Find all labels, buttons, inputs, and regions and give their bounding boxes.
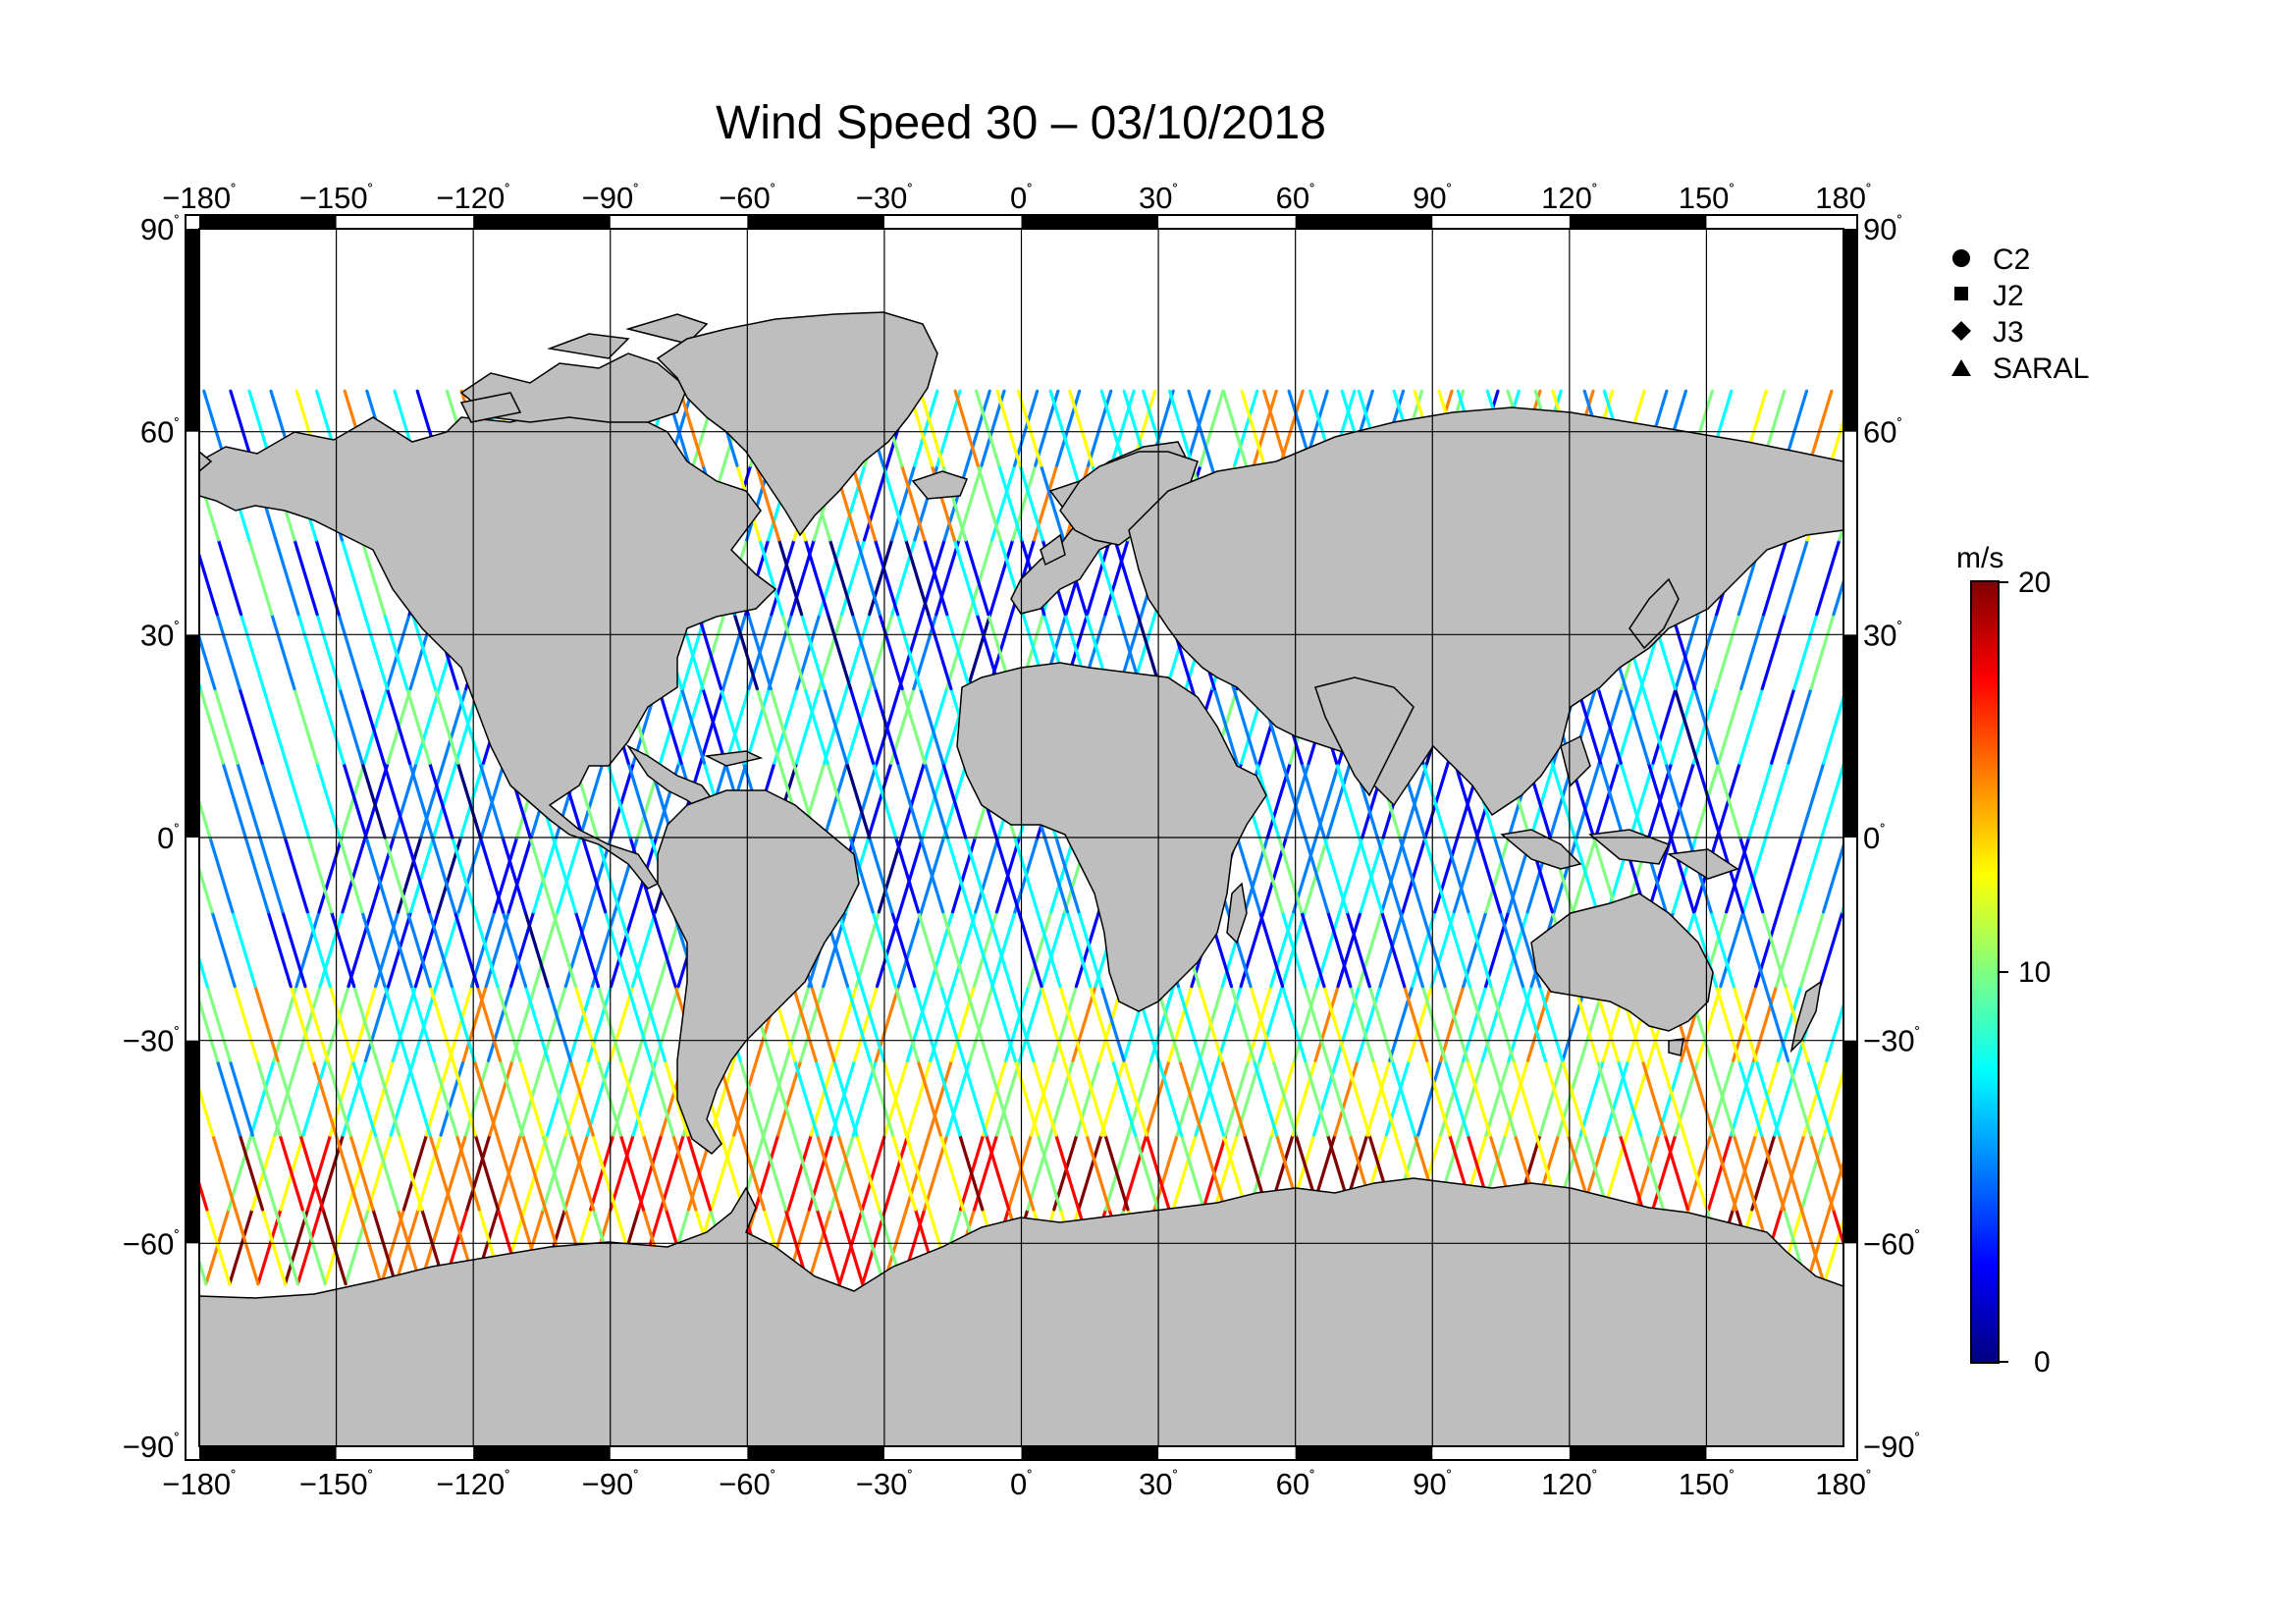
lon-tick-bottom: 0˚ xyxy=(1010,1467,1033,1501)
land-india xyxy=(1314,676,1415,797)
colorbar: m/s 20 10 0 xyxy=(1956,542,2051,1379)
lon-tick-top: 150˚ xyxy=(1679,181,1735,215)
lat-tick-right: −30˚ xyxy=(1863,1024,1920,1058)
legend-label-j3: J3 xyxy=(1993,316,2024,349)
lat-tick-left: 0˚ xyxy=(157,821,180,855)
land-alaska-coast xyxy=(199,451,213,472)
land-south-america xyxy=(657,789,860,1155)
j3-marker-icon xyxy=(1951,321,1971,341)
colorbar-unit: m/s xyxy=(1956,542,2003,574)
lon-tick-top: 180˚ xyxy=(1815,181,1871,215)
lon-tick-bottom: 150˚ xyxy=(1679,1467,1735,1501)
lat-tick-right: 30˚ xyxy=(1863,618,1902,652)
lon-tick-top: −180˚ xyxy=(162,181,237,215)
lon-tick-top: −120˚ xyxy=(436,181,509,215)
land-australia xyxy=(1530,893,1714,1032)
axis-tick-labels: −180˚ −180˚ −150˚ −150˚ −120˚ −120˚ −90˚ −90˚ −6… xyxy=(123,181,1921,1501)
lon-tick-bottom: −180˚ xyxy=(162,1467,237,1501)
lat-tick-right: 60˚ xyxy=(1863,415,1902,450)
lon-tick-top: −90˚ xyxy=(582,181,639,215)
colorbar-min-label: 0 xyxy=(2034,1346,2051,1379)
lon-tick-bottom: −120˚ xyxy=(436,1467,509,1501)
legend-label-j2: J2 xyxy=(1993,280,2024,312)
lon-tick-bottom: −30˚ xyxy=(856,1467,913,1501)
lon-tick-bottom: −90˚ xyxy=(582,1467,639,1501)
lat-tick-left: −30˚ xyxy=(123,1024,180,1058)
lat-tick-left: −90˚ xyxy=(123,1430,180,1464)
lon-tick-bottom: 180˚ xyxy=(1815,1467,1871,1501)
lon-tick-top: 90˚ xyxy=(1413,181,1452,215)
lat-tick-left: 90˚ xyxy=(140,212,180,246)
lon-tick-top: −60˚ xyxy=(719,181,775,215)
lat-tick-right: −90˚ xyxy=(1863,1430,1920,1464)
lon-tick-bottom: 30˚ xyxy=(1139,1467,1178,1501)
lon-tick-bottom: −60˚ xyxy=(719,1467,775,1501)
land-greenland xyxy=(656,311,938,537)
j2-marker-icon xyxy=(1954,287,1968,300)
colorbar-gradient xyxy=(1970,580,2000,1364)
map-frame xyxy=(185,214,1858,1461)
legend-label-saral: SARAL xyxy=(1993,352,2089,385)
lon-tick-top: 60˚ xyxy=(1276,181,1315,215)
land-japan xyxy=(1629,577,1680,650)
lon-tick-top: −30˚ xyxy=(856,181,913,215)
lon-tick-bottom: 120˚ xyxy=(1541,1467,1597,1501)
lon-tick-bottom: −150˚ xyxy=(299,1467,374,1501)
lon-tick-top: 30˚ xyxy=(1139,181,1178,215)
lat-tick-right: −60˚ xyxy=(1863,1226,1920,1261)
legend-label-c2: C2 xyxy=(1993,243,2030,276)
lon-tick-bottom: 60˚ xyxy=(1276,1467,1315,1501)
lon-tick-top: 0˚ xyxy=(1010,181,1033,215)
lat-tick-left: −60˚ xyxy=(123,1226,180,1261)
lat-tick-left: 30˚ xyxy=(140,618,180,652)
land-iceland xyxy=(911,470,969,500)
graticule-lines xyxy=(199,229,1843,1446)
land-asia xyxy=(1128,406,1843,817)
land-madagascar xyxy=(1226,882,1248,945)
mission-legend: C2 J2 J3 SARAL xyxy=(1951,243,2089,385)
colorbar-max-label: 20 xyxy=(2018,567,2051,599)
lat-tick-right: 90˚ xyxy=(1863,212,1902,246)
map-title: Wind Speed 30 – 03/10/2018 xyxy=(716,97,1326,149)
c2-marker-icon xyxy=(1952,249,1970,267)
colorbar-mid-label: 10 xyxy=(2018,956,2051,989)
saral-marker-icon xyxy=(1951,359,1971,376)
lon-tick-top: 120˚ xyxy=(1541,181,1597,215)
lon-tick-bottom: 90˚ xyxy=(1413,1467,1452,1501)
lat-tick-right: 0˚ xyxy=(1863,821,1886,855)
lon-tick-top: −150˚ xyxy=(299,181,374,215)
lat-tick-left: 60˚ xyxy=(140,415,180,450)
